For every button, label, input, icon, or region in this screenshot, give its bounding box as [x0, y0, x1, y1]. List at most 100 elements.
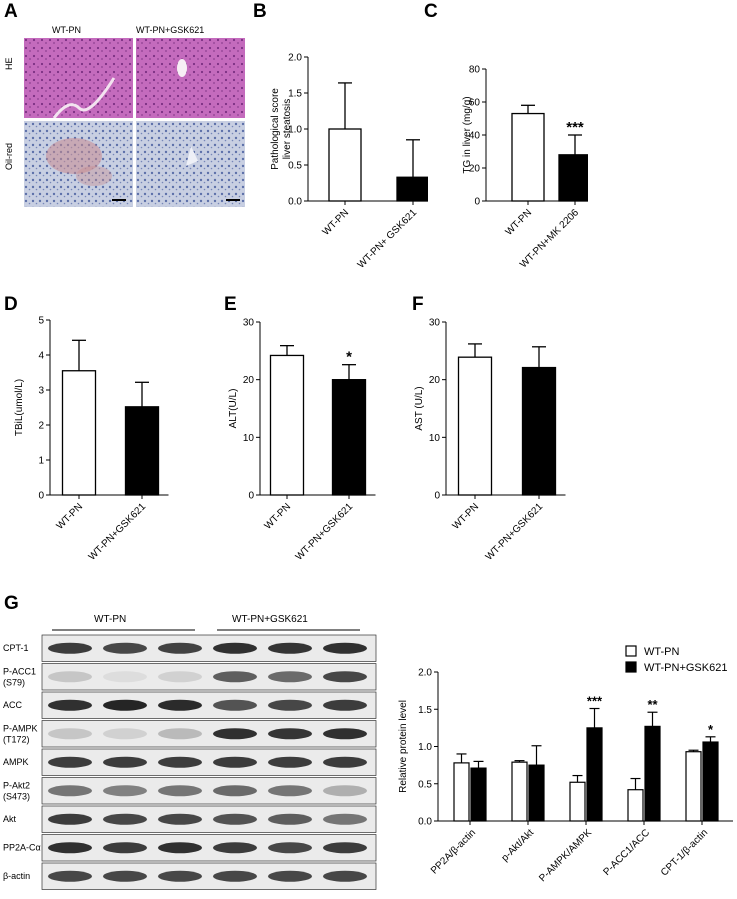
- blot-band: [268, 785, 312, 797]
- blot-strip: [41, 748, 377, 776]
- x-tick-label: WT-PN+GSK621: [484, 501, 546, 563]
- blot-band: [158, 870, 202, 882]
- blot-band: [103, 671, 147, 683]
- x-tick-label: WT-PN+GSK621: [294, 501, 356, 563]
- bar: [453, 762, 470, 822]
- y-tick-label: 20: [243, 375, 255, 386]
- blot-band: [158, 785, 202, 797]
- blot-band: [103, 699, 147, 711]
- y-axis-label: Relative protein level: [398, 700, 409, 793]
- blot-row-label: P-ACC1: [3, 667, 36, 677]
- blot-row-label: β-actin: [3, 871, 30, 881]
- blot-row-label: (S473): [3, 792, 30, 802]
- y-axis-label: liver steatosis: [282, 99, 293, 160]
- blot-band: [48, 756, 92, 768]
- blot-band: [213, 842, 257, 854]
- blot-row-label: Akt: [3, 814, 17, 824]
- micrograph-he-gsk621: [136, 38, 245, 118]
- significance-label: ***: [566, 119, 584, 136]
- blot-row-label: AMPK: [3, 757, 29, 767]
- blot-band: [48, 785, 92, 797]
- blot-band: [158, 728, 202, 740]
- blot-band: [103, 842, 147, 854]
- blot-band: [103, 813, 147, 825]
- blot-strip: [41, 720, 377, 748]
- blot-band: [103, 870, 147, 882]
- y-tick-label: 1.5: [418, 705, 432, 716]
- blot-band: [268, 813, 312, 825]
- blot-band: [323, 813, 367, 825]
- blot-band: [268, 842, 312, 854]
- y-tick-label: 4: [38, 351, 44, 362]
- bar: [457, 356, 493, 496]
- chart-f: 0 10 20 30 AST (U/L) WT-PN WT-PN+GSK621: [414, 318, 566, 563]
- significance-label: **: [647, 697, 658, 712]
- significance-label: *: [346, 349, 352, 366]
- micrograph-he-wt-pn: [24, 38, 133, 118]
- y-tick-label: 5: [38, 316, 44, 327]
- blot-band: [323, 785, 367, 797]
- blot-row-label: (S79): [3, 678, 25, 688]
- blot-band: [103, 756, 147, 768]
- x-tick-label: WT-PN+GSK621: [87, 501, 149, 563]
- micrograph-oil-wt-pn: [24, 121, 133, 207]
- x-tick-label: P-AMPK/AMPK: [537, 827, 594, 884]
- legend-swatch: [625, 645, 637, 657]
- blot-band: [268, 671, 312, 683]
- x-tick-label: WT-PN: [321, 207, 352, 238]
- blot-band: [48, 870, 92, 882]
- y-tick-label: 0: [434, 491, 440, 502]
- y-axis-label: AST (U/L): [414, 386, 425, 430]
- blot-row-label: P-AMPK: [3, 724, 38, 734]
- blot-band: [213, 699, 257, 711]
- blot-band: [268, 699, 312, 711]
- panel-label-e: E: [224, 294, 237, 315]
- y-tick-label: 0: [474, 197, 480, 208]
- y-tick-label: 60: [469, 98, 481, 109]
- y-tick-label: 1.0: [418, 742, 432, 753]
- panel-label-d: D: [4, 294, 18, 315]
- blot-band: [48, 642, 92, 654]
- blot-band: [48, 699, 92, 711]
- y-tick-label: 1.5: [288, 89, 302, 100]
- chart-g: 0.0 0.5 1.0 1.5 2.0 Relative protein level PP2…: [398, 645, 733, 884]
- blot-strip: [41, 862, 377, 890]
- y-tick-label: 30: [243, 318, 255, 329]
- x-tick-label: CPT-1/β-actin: [659, 827, 710, 878]
- blot-band: [48, 813, 92, 825]
- y-axis-label: TG in liver (mg/g): [462, 96, 473, 173]
- blot-band: [48, 842, 92, 854]
- blot-strip: [41, 834, 377, 862]
- y-tick-label: 20: [429, 375, 441, 386]
- x-tick-label: p-Akt/Akt: [500, 827, 537, 864]
- y-tick-label: 1: [38, 456, 44, 467]
- y-tick-label: 0.0: [418, 817, 432, 828]
- blot-band: [323, 756, 367, 768]
- y-tick-label: 1.0: [288, 125, 302, 136]
- blot-band: [268, 728, 312, 740]
- legend-label: WT-PN: [644, 646, 679, 658]
- micrograph-row-label-oil: Oil-red: [4, 142, 14, 170]
- y-tick-label: 40: [469, 131, 481, 142]
- panel-label-b: B: [253, 1, 267, 22]
- micrograph-row-label-he: HE: [4, 57, 14, 70]
- bar: [685, 751, 702, 822]
- y-tick-label: 20: [469, 164, 481, 175]
- blot-strip: [41, 634, 377, 662]
- bar: [328, 128, 362, 202]
- bar: [558, 154, 588, 202]
- micrograph-col-label-1: WT-PN: [52, 25, 81, 35]
- bar: [586, 727, 603, 822]
- bar: [124, 406, 160, 496]
- x-tick-label: P-ACC1/ACC: [602, 827, 653, 878]
- blot-band: [213, 756, 257, 768]
- significance-label: ***: [587, 694, 603, 709]
- y-tick-label: 2.0: [288, 53, 302, 64]
- x-tick-label: WT-PN: [263, 501, 294, 532]
- y-tick-label: 10: [243, 433, 255, 444]
- y-tick-label: 0.5: [288, 161, 302, 172]
- panel-label-a: A: [4, 1, 18, 22]
- blot-row-label: CPT-1: [3, 643, 29, 653]
- bar: [331, 379, 367, 496]
- blot-band: [103, 785, 147, 797]
